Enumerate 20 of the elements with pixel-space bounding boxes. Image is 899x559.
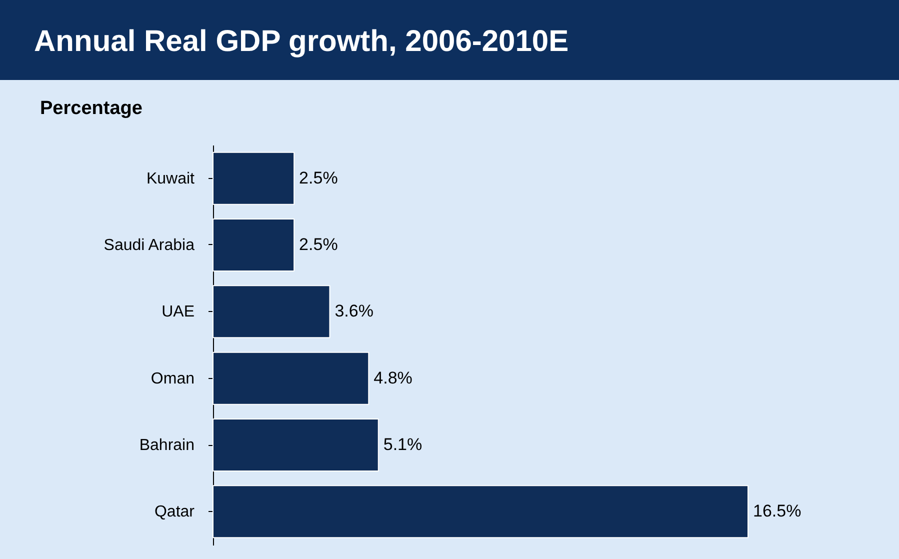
bar bbox=[212, 152, 295, 205]
y-tick-label: UAE bbox=[162, 304, 194, 321]
y-tick-label: Bahrain bbox=[139, 437, 194, 454]
y-tick-label: Qatar bbox=[154, 504, 196, 521]
y-tick-label: Kuwait bbox=[146, 170, 196, 188]
bar bbox=[212, 485, 748, 538]
data-label: 2.5% bbox=[299, 168, 338, 188]
bar bbox=[212, 418, 379, 472]
chart-subtitle: Percentage bbox=[40, 98, 142, 119]
y-tick-label: Saudi Arabia bbox=[104, 237, 195, 254]
data-label: 5.1% bbox=[383, 435, 422, 454]
data-label: 2.5% bbox=[299, 235, 338, 254]
chart-title: Annual Real GDP growth, 2006-2010E bbox=[34, 25, 569, 58]
bar bbox=[212, 285, 330, 338]
data-label: 16.5% bbox=[753, 502, 802, 521]
data-label: 3.6% bbox=[334, 302, 374, 321]
y-tick-label: Oman bbox=[150, 370, 194, 388]
data-label: 4.8% bbox=[374, 368, 412, 388]
bar bbox=[212, 218, 295, 272]
bar bbox=[212, 352, 370, 405]
